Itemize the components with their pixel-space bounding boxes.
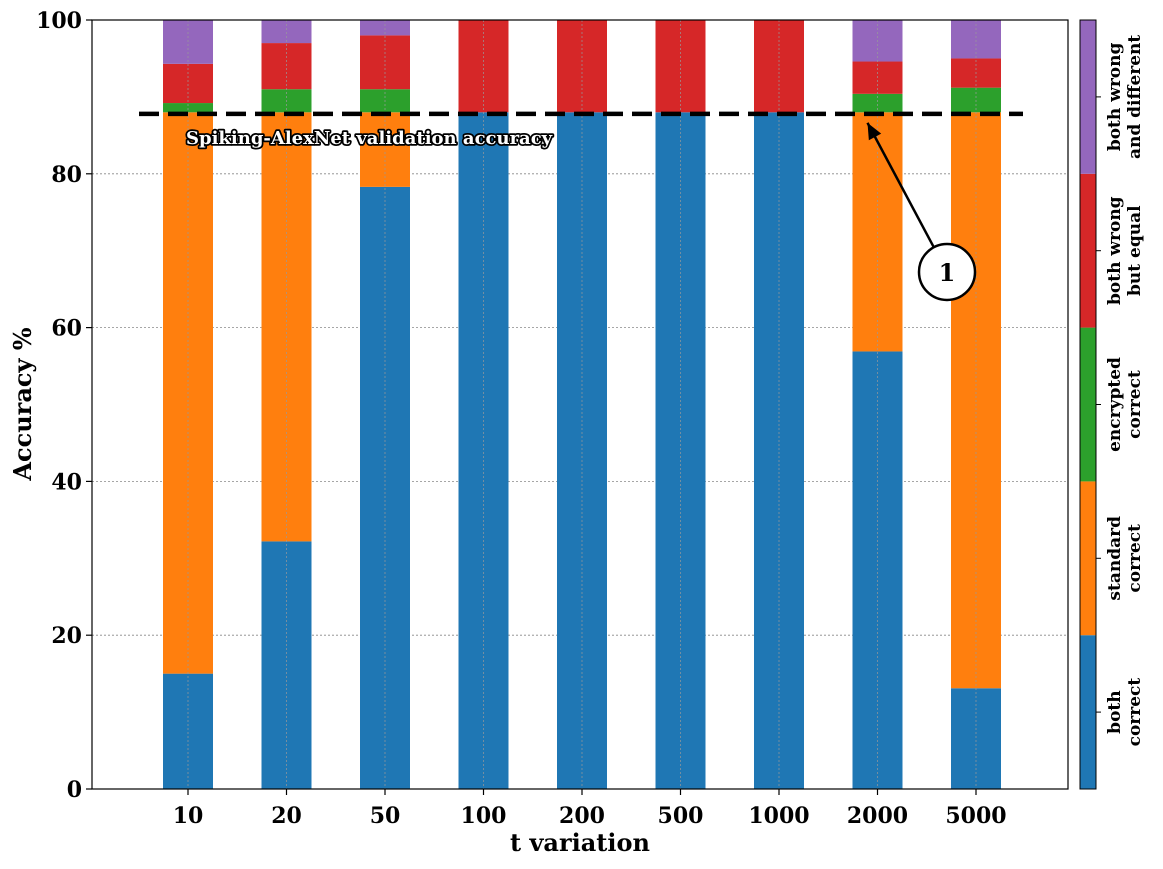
- y-tick-label: 80: [51, 162, 82, 188]
- colorbar-swatch-standard-correct: [1080, 481, 1096, 636]
- callout-arrow-head: [867, 122, 882, 141]
- colorbar-label-group: both wrong and different: [1105, 35, 1145, 159]
- colorbar-label-group: both wrong but equal: [1105, 196, 1145, 305]
- y-axis-title: Accuracy %: [8, 327, 37, 481]
- colorbar-swatch-encrypted-correct: [1080, 327, 1096, 482]
- x-tick-label: 2000: [847, 803, 908, 829]
- x-tick-label: 100: [461, 803, 507, 829]
- x-tick-label: 500: [658, 803, 704, 829]
- colorbar-swatch-both-correct: [1080, 635, 1096, 789]
- colorbar-label: but equal: [1125, 205, 1145, 296]
- x-tick-label: 5000: [945, 803, 1006, 829]
- colorbar-label: correct: [1125, 370, 1145, 439]
- colorbar-label: correct: [1125, 524, 1145, 593]
- bar-segment-both-wrong-and-different: [360, 20, 410, 36]
- x-axis: 10 20 50 100 200 500 1000 2000 5000: [173, 789, 1007, 829]
- bar-segment-encrypted-correct: [852, 93, 903, 113]
- colorbar-label: correct: [1125, 678, 1145, 747]
- colorbar-swatch-both-wrong-but-equal: [1080, 173, 1096, 328]
- colorbar-label: both wrong: [1105, 196, 1125, 305]
- callout-circle: [917, 242, 977, 302]
- colorbar-label: standard: [1105, 516, 1125, 601]
- y-tick-label: 60: [51, 316, 82, 342]
- plot-frame: [91, 19, 1069, 790]
- colorbar-label-group: both correct: [1105, 678, 1145, 747]
- y-tick-label: 100: [36, 8, 82, 34]
- x-tick-label: 10: [173, 803, 204, 829]
- y-axis: 0 20 40 60 80 100: [36, 8, 92, 803]
- y-tick-label: 0: [67, 777, 82, 803]
- colorbar-label-group: encrypted correct: [1105, 357, 1145, 452]
- x-tick-label: 200: [559, 803, 605, 829]
- x-grid-lines: [187, 20, 977, 789]
- callout-annotation: 1: [866, 122, 977, 302]
- callout-label: 1: [939, 258, 956, 287]
- bar-segment-both-correct: [163, 673, 213, 789]
- reference-line-group: Spiking-AlexNet validation accuracy: [139, 111, 1023, 151]
- callout-arrow-shaft: [866, 122, 935, 248]
- colorbar-label: both wrong: [1105, 43, 1125, 152]
- y-tick-label: 20: [51, 623, 82, 649]
- x-tick-label: 1000: [748, 803, 809, 829]
- colorbar-label-group: standard correct: [1105, 516, 1145, 601]
- x-axis-title: t variation: [510, 828, 650, 857]
- bar-segment-both-wrong-and-different: [261, 20, 312, 44]
- colorbar-label: encrypted: [1105, 357, 1125, 452]
- y-tick-label: 40: [51, 469, 82, 495]
- colorbar-swatch-both-wrong-and-different: [1080, 20, 1096, 174]
- colorbar-label: and different: [1125, 35, 1145, 159]
- bar-segment-encrypted-correct: [163, 103, 213, 113]
- reference-line-label: Spiking-AlexNet validation accuracy: [186, 128, 553, 149]
- x-tick-label: 50: [370, 803, 401, 829]
- x-tick-label: 20: [271, 803, 302, 829]
- colorbar-label: both: [1105, 690, 1125, 733]
